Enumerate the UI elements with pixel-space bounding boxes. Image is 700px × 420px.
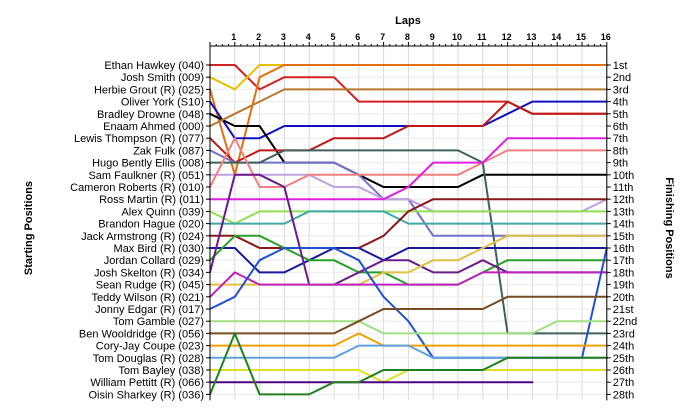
lap-tick-label: 3 — [281, 32, 286, 42]
lap-tick-label: 1 — [231, 32, 236, 42]
left-axis-title: Starting Positions — [23, 181, 35, 275]
driver-position-line — [209, 149, 608, 335]
start-position-label: Bradley Drowne (048) — [97, 109, 204, 121]
driver-position-line — [209, 247, 608, 274]
start-position-label: Ross Martin (R) (011) — [99, 194, 204, 206]
series-layer — [209, 64, 608, 396]
finish-position-label: 6th — [613, 121, 628, 133]
finish-position-label: 25th — [613, 353, 634, 365]
finish-position-label: 20th — [613, 292, 634, 304]
finish-position-label: 12th — [613, 194, 634, 206]
finish-position-label: 2nd — [613, 72, 631, 84]
driver-position-line — [209, 64, 608, 176]
start-position-label: Jack Armstrong (R) (024) — [81, 231, 204, 243]
finish-position-label: 8th — [613, 145, 628, 157]
start-position-label: Jonny Edgar (R) (017) — [95, 304, 204, 316]
finish-position-label: 18th — [613, 267, 634, 279]
start-position-label: William Pettitt (R) (066) — [90, 377, 204, 389]
finish-position-label: 1st — [613, 60, 628, 72]
axis-layer — [206, 42, 611, 401]
finish-position-label: 19th — [613, 280, 634, 292]
start-position-label: Ethan Hawkey (040) — [104, 60, 204, 72]
lap-tick-label: 6 — [355, 32, 360, 42]
driver-position-line — [209, 88, 608, 127]
finish-position-label: 10th — [613, 170, 634, 182]
lap-tick-label: 16 — [601, 32, 611, 42]
start-position-label: Ben Wooldridge (R) (056) — [79, 328, 204, 340]
start-position-labels: Ethan Hawkey (040)Josh Smith (009)Herbie… — [70, 60, 204, 401]
start-position-label: Herbie Grout (R) (025) — [94, 84, 204, 96]
lap-tick-label: 15 — [576, 32, 586, 42]
start-position-label: Sean Rudge (R) (045) — [96, 280, 204, 292]
driver-position-line — [209, 295, 608, 335]
start-position-label: Alex Quinn (039) — [121, 206, 204, 218]
start-position-label: Hugo Bently Ellis (008) — [92, 158, 204, 170]
start-position-label: Lewis Thompson (R) (077) — [74, 133, 204, 145]
driver-position-line — [209, 100, 608, 164]
start-position-label: Jordan Collard (029) — [104, 255, 204, 267]
lap-tick-labels: 1 2 3 4 5 6 7 8 9 10 11 12 13 14 15 16 — [231, 32, 611, 42]
start-position-label: Tom Gamble (027) — [113, 316, 204, 328]
lap-tick-label: 11 — [477, 32, 487, 42]
start-position-label: Cameron Roberts (R) (010) — [70, 182, 204, 194]
finish-position-label: 22nd — [613, 316, 637, 328]
finish-position-label: 9th — [613, 158, 628, 170]
driver-position-line — [209, 271, 608, 298]
lap-tick-label: 14 — [551, 32, 561, 42]
finish-position-label: 21st — [613, 304, 634, 316]
start-position-label: Josh Skelton (R) (034) — [94, 267, 204, 279]
finish-position-label: 4th — [613, 97, 628, 109]
driver-position-line — [209, 137, 608, 201]
start-position-label: Enaam Ahmed (000) — [103, 121, 204, 133]
start-position-label: Teddy Wilson (R) (021) — [92, 292, 204, 304]
lap-tick-label: 8 — [405, 32, 410, 42]
start-position-label: Zak Fulk (087) — [133, 145, 204, 157]
driver-position-line — [209, 137, 608, 188]
start-position-label: Cory-Jay Coupe (023) — [96, 341, 204, 353]
start-position-label: Josh Smith (009) — [121, 72, 204, 84]
finish-position-label: 15th — [613, 231, 634, 243]
driver-position-line — [209, 332, 608, 396]
driver-position-line — [209, 320, 608, 335]
start-position-label: Max Bird (R) (030) — [114, 243, 204, 255]
finish-position-label: 17th — [613, 255, 634, 267]
finish-position-label: 11th — [613, 182, 634, 194]
start-position-label: Oliver York (S10) — [121, 97, 204, 109]
finish-position-labels: 1st2nd3rd4th5th6th7th8th9th10th11th12th1… — [613, 60, 637, 401]
start-position-label: Sam Faulkner (R) (051) — [88, 170, 204, 182]
lap-tick-label: 4 — [306, 32, 311, 42]
lap-tick-label: 9 — [430, 32, 435, 42]
lap-tick-label: 10 — [452, 32, 462, 42]
finish-position-label: 7th — [613, 133, 628, 145]
finish-position-label: 16th — [613, 243, 634, 255]
finish-position-label: 27th — [613, 377, 634, 389]
finish-position-label: 28th — [613, 389, 634, 401]
chart-title: Laps — [395, 15, 421, 27]
start-position-label: Tom Bayley (038) — [118, 365, 204, 377]
finish-position-label: 14th — [613, 219, 634, 231]
finish-position-label: 24th — [613, 341, 634, 353]
start-position-label: Oisin Sharkey (R) (036) — [88, 389, 204, 401]
finish-position-label: 23rd — [613, 328, 635, 340]
finish-position-label: 13th — [613, 206, 634, 218]
lap-tick-label: 2 — [256, 32, 261, 42]
start-position-label: Tom Douglas (R) (028) — [93, 353, 204, 365]
finish-position-label: 5th — [613, 109, 628, 121]
driver-position-line — [209, 210, 608, 225]
driver-position-line — [209, 198, 608, 249]
start-position-label: Brandon Hague (020) — [98, 219, 204, 231]
lap-tick-label: 5 — [330, 32, 335, 42]
right-axis-title: Finishing Positions — [663, 177, 675, 278]
lap-tick-label: 12 — [502, 32, 512, 42]
lap-tick-label: 7 — [380, 32, 385, 42]
finish-position-label: 26th — [613, 365, 634, 377]
finish-position-label: 3rd — [613, 84, 629, 96]
lap-tick-label: 13 — [526, 32, 536, 42]
